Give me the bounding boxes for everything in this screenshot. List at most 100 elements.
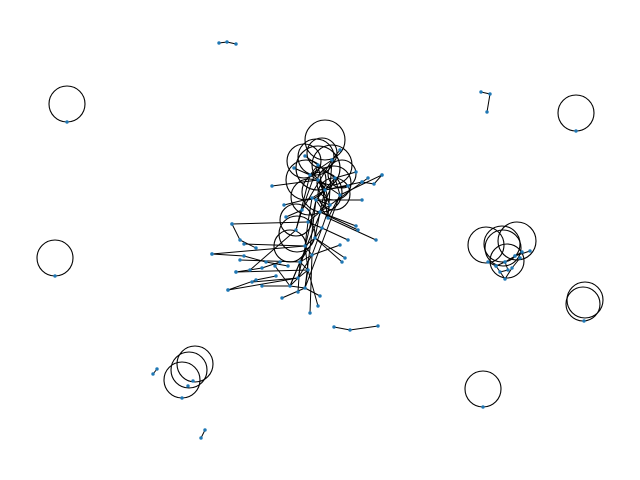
graph-node-67 bbox=[343, 256, 347, 260]
graph-node-96 bbox=[210, 252, 214, 256]
self-loop-8 bbox=[176, 345, 214, 383]
graph-node-85 bbox=[360, 198, 364, 202]
graph-edge-4 bbox=[333, 326, 351, 331]
graph-node-41 bbox=[320, 226, 324, 230]
graph-node-97 bbox=[242, 254, 246, 258]
graph-node-12 bbox=[348, 328, 352, 332]
graph-node-15 bbox=[203, 428, 207, 432]
graph-node-103 bbox=[226, 288, 230, 292]
graph-node-87 bbox=[318, 294, 322, 298]
graph-node-49 bbox=[303, 286, 307, 290]
graph-node-98 bbox=[264, 260, 268, 264]
graph-node-28 bbox=[510, 266, 514, 270]
graph-node-86 bbox=[356, 228, 360, 232]
graph-node-1 bbox=[53, 274, 57, 278]
graph-node-108 bbox=[380, 173, 384, 177]
graph-edge-31 bbox=[311, 227, 323, 256]
graph-node-36 bbox=[323, 188, 327, 192]
graph-edge-40 bbox=[297, 269, 309, 279]
self-loops-layer bbox=[36, 85, 604, 408]
graph-edge-62 bbox=[271, 179, 319, 187]
self-loop-10 bbox=[484, 229, 522, 267]
graph-edge-104 bbox=[255, 275, 277, 281]
graph-node-50 bbox=[314, 198, 318, 202]
graph-node-16 bbox=[151, 372, 155, 376]
graph-node-66 bbox=[346, 238, 350, 242]
graph-node-19 bbox=[186, 384, 190, 388]
self-loop-11 bbox=[489, 243, 525, 279]
self-loop-3 bbox=[464, 370, 502, 408]
graph-node-46 bbox=[306, 268, 310, 272]
graph-edge-21 bbox=[319, 189, 326, 213]
graph-edge-71 bbox=[311, 244, 341, 256]
graph-node-100 bbox=[234, 270, 238, 274]
graph-node-29 bbox=[518, 256, 522, 260]
graph-node-38 bbox=[328, 203, 332, 207]
self-loop-12 bbox=[497, 221, 537, 261]
graph-node-54 bbox=[316, 163, 320, 167]
self-loop-16 bbox=[286, 143, 322, 179]
graph-edge-13 bbox=[504, 267, 513, 280]
graph-edge-94 bbox=[283, 197, 313, 206]
graph-node-82 bbox=[292, 166, 296, 170]
graph-node-58 bbox=[294, 228, 298, 232]
graph-node-42 bbox=[313, 236, 317, 240]
graph-node-61 bbox=[366, 176, 370, 180]
graph-node-47 bbox=[296, 276, 300, 280]
graph-node-75 bbox=[280, 296, 284, 300]
graph-edge-44 bbox=[289, 285, 306, 289]
graph-edge-5 bbox=[349, 325, 379, 331]
graph-edge-97 bbox=[239, 239, 257, 249]
graph-edge-23 bbox=[307, 197, 313, 223]
self-loop-9 bbox=[467, 226, 505, 264]
graph-node-88 bbox=[273, 264, 277, 268]
graph-node-56 bbox=[330, 158, 334, 162]
graph-node-52 bbox=[338, 193, 342, 197]
graph-edge-102 bbox=[261, 261, 281, 269]
graph-edge-69 bbox=[321, 227, 349, 241]
graph-node-26 bbox=[494, 264, 498, 268]
graph-node-25 bbox=[528, 249, 532, 253]
self-loop-27 bbox=[327, 159, 357, 189]
graph-edge-79 bbox=[309, 254, 313, 314]
graph-edge-106 bbox=[373, 174, 383, 185]
graph-node-3 bbox=[481, 405, 485, 409]
graph-node-39 bbox=[318, 210, 322, 214]
graph-node-33 bbox=[513, 254, 517, 258]
graph-edge-67 bbox=[327, 217, 377, 241]
self-loop-6 bbox=[163, 361, 201, 399]
graph-edge-90 bbox=[304, 287, 321, 297]
graph-node-99 bbox=[286, 264, 290, 268]
self-loop-26 bbox=[306, 137, 338, 169]
graph-edge-65 bbox=[339, 174, 383, 196]
self-loop-21 bbox=[301, 171, 343, 213]
self-loop-25 bbox=[279, 203, 313, 237]
graph-edge-76 bbox=[227, 277, 299, 291]
graph-node-71 bbox=[238, 258, 242, 262]
self-loop-5 bbox=[566, 281, 604, 319]
self-loop-22 bbox=[290, 178, 328, 216]
graph-node-43 bbox=[303, 244, 307, 248]
graph-node-63 bbox=[354, 170, 358, 174]
graph-node-65 bbox=[354, 224, 358, 228]
nodes-layer bbox=[53, 40, 586, 440]
graph-node-5 bbox=[217, 41, 221, 45]
graph-node-90 bbox=[340, 260, 344, 264]
graph-node-2 bbox=[574, 129, 578, 133]
graph-edge-75 bbox=[235, 269, 309, 273]
graph-node-106 bbox=[360, 180, 364, 184]
graph-node-78 bbox=[296, 290, 300, 294]
graph-edge-72 bbox=[231, 221, 309, 225]
graph-edge-83 bbox=[249, 229, 297, 271]
graph-edge-99 bbox=[243, 255, 267, 263]
graph-node-37 bbox=[310, 196, 314, 200]
graph-edge-98 bbox=[211, 253, 245, 257]
graph-node-17 bbox=[155, 367, 159, 371]
graph-node-32 bbox=[498, 270, 502, 274]
graph-edge-78 bbox=[281, 287, 306, 299]
graph-node-7 bbox=[234, 42, 238, 46]
self-loop-14 bbox=[304, 119, 346, 161]
graph-edge-42 bbox=[289, 277, 299, 287]
graph-node-104 bbox=[254, 278, 258, 282]
graph-node-40 bbox=[306, 220, 310, 224]
